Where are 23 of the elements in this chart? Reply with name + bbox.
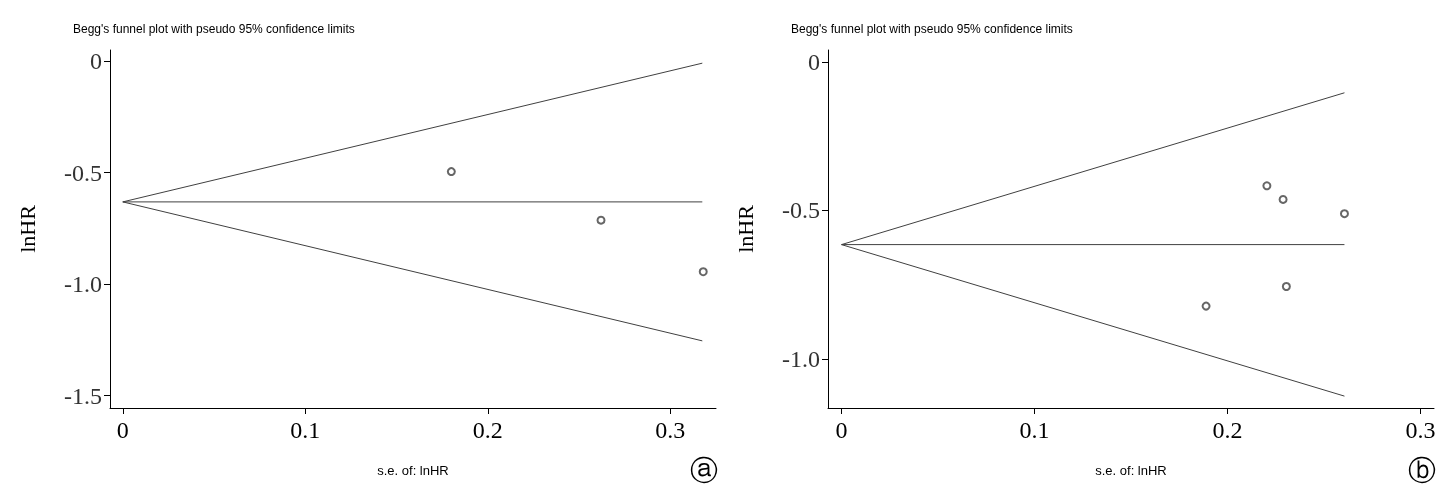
y-tick-label: -0.5 (782, 197, 820, 224)
y-tick-label: -1.0 (64, 271, 102, 298)
x-tick-label: 0.1 (290, 417, 321, 443)
y-axis-title: lnHR (732, 204, 758, 253)
x-tick-label: 0.2 (472, 417, 503, 443)
y-axis-title: lnHR (14, 204, 40, 253)
chart-title: Begg's funnel plot with pseudo 95% confidence limits (73, 22, 355, 36)
x-axis-title: s.e. of: lnHR (377, 463, 449, 478)
y-tick-label: -1.0 (782, 345, 820, 372)
y-tick-label: -0.5 (64, 159, 102, 186)
text: ⓐ (690, 454, 718, 486)
x-tick-label: 0.3 (1405, 417, 1436, 443)
x-axis-title: s.e. of: lnHR (1095, 463, 1167, 478)
x-tick-label: 0.1 (1019, 417, 1050, 443)
x-tick-label: 0.2 (1212, 417, 1243, 443)
chart-title: Begg's funnel plot with pseudo 95% confidence limits (791, 22, 1073, 36)
y-tick-label: 0 (90, 48, 102, 75)
y-tick-label: 0 (808, 48, 820, 75)
x-tick-label: 0 (835, 417, 848, 443)
x-tick-label: 0 (116, 417, 129, 443)
x-tick-label: 0.3 (655, 417, 686, 443)
y-tick-label: -1.5 (64, 382, 102, 409)
text: ⓑ (1408, 454, 1436, 486)
